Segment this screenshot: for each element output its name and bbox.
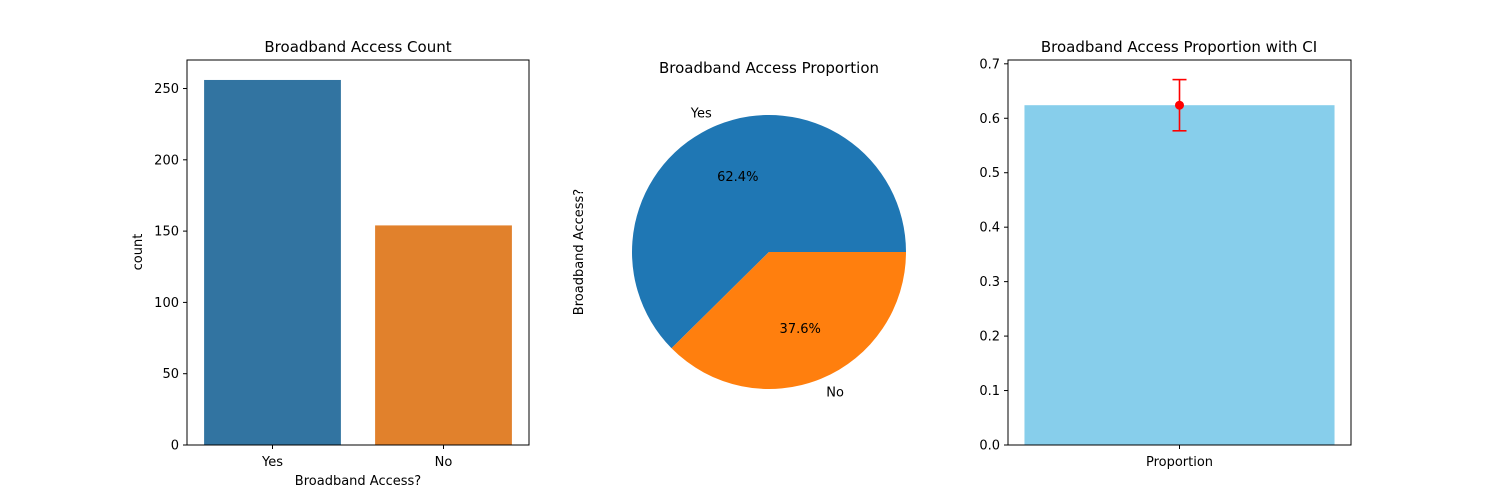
x-tick-label: Yes [261, 455, 283, 470]
y-tick-label: 0.6 [979, 112, 1000, 127]
error-bar-point [1175, 100, 1184, 110]
y-tick-label: 0.4 [979, 221, 1000, 236]
chart1-axes-frame [186, 59, 530, 446]
chart3-bars [1024, 105, 1335, 445]
x-tick-label: Proportion [1146, 455, 1213, 470]
pie-label-yes: Yes [690, 107, 712, 122]
chart2-y-axis-label: Broadband Access? [572, 189, 587, 315]
pie-slice-no [671, 252, 906, 390]
chart2-labels: Yes 62.4% No 37.6% [690, 107, 844, 401]
bar-no [375, 225, 512, 445]
y-tick-label: 200 [154, 153, 179, 168]
chart1-title: Broadband Access Count [264, 38, 451, 56]
chart1-x-ticks: Yes No [261, 445, 452, 470]
y-tick-label: 0.1 [979, 384, 1000, 399]
y-tick-label: 0 [171, 439, 179, 454]
y-tick-label: 100 [154, 296, 179, 311]
chart1-bars [204, 79, 512, 446]
chart3-title: Broadband Access Proportion with CI [1041, 38, 1317, 56]
chart2-title: Broadband Access Proportion [659, 59, 879, 77]
chart1-x-axis-label: Broadband Access? [295, 474, 421, 489]
y-tick-label: 250 [154, 82, 179, 97]
pie-label-no: No [826, 385, 844, 400]
bar-yes [204, 79, 341, 446]
chart3-y-ticks: 0.0 0.1 0.2 0.3 0.4 0.5 0.6 0.7 [979, 57, 1008, 454]
y-tick-label: 0.3 [979, 275, 1000, 290]
chart3-error-bar [1172, 78, 1187, 132]
y-tick-label: 0.0 [979, 439, 1000, 454]
proportion-ci-chart: Broadband Access Proportion with CI 0.00… [979, 38, 1352, 470]
pie-pct-label: 62.4% [717, 170, 758, 185]
chart3-axes-frame [1007, 59, 1352, 446]
chart3-x-ticks: Proportion [1146, 445, 1213, 470]
x-tick-label: No [435, 455, 453, 470]
y-tick-label: 50 [162, 367, 179, 382]
y-tick-label: 0.7 [979, 57, 1000, 72]
count-bar-chart: Broadband Access Count 0 50 100 150 200 250 Y… [131, 38, 530, 489]
pie-slice-yes [632, 115, 906, 349]
y-tick-label: 0.2 [979, 330, 1000, 345]
chart1-y-axis-label: count [131, 234, 146, 271]
chart1-y-ticks: 0 50 100 150 200 250 [154, 82, 187, 454]
proportion-pie-chart: Broadband Access Proportion Yes 62.4% No 37… [572, 59, 906, 400]
chart2-slices [632, 115, 906, 390]
bar-proportion [1024, 105, 1335, 445]
y-tick-label: 150 [154, 225, 179, 240]
pie-pct-label: 37.6% [780, 322, 821, 337]
y-tick-label: 0.5 [979, 166, 1000, 181]
